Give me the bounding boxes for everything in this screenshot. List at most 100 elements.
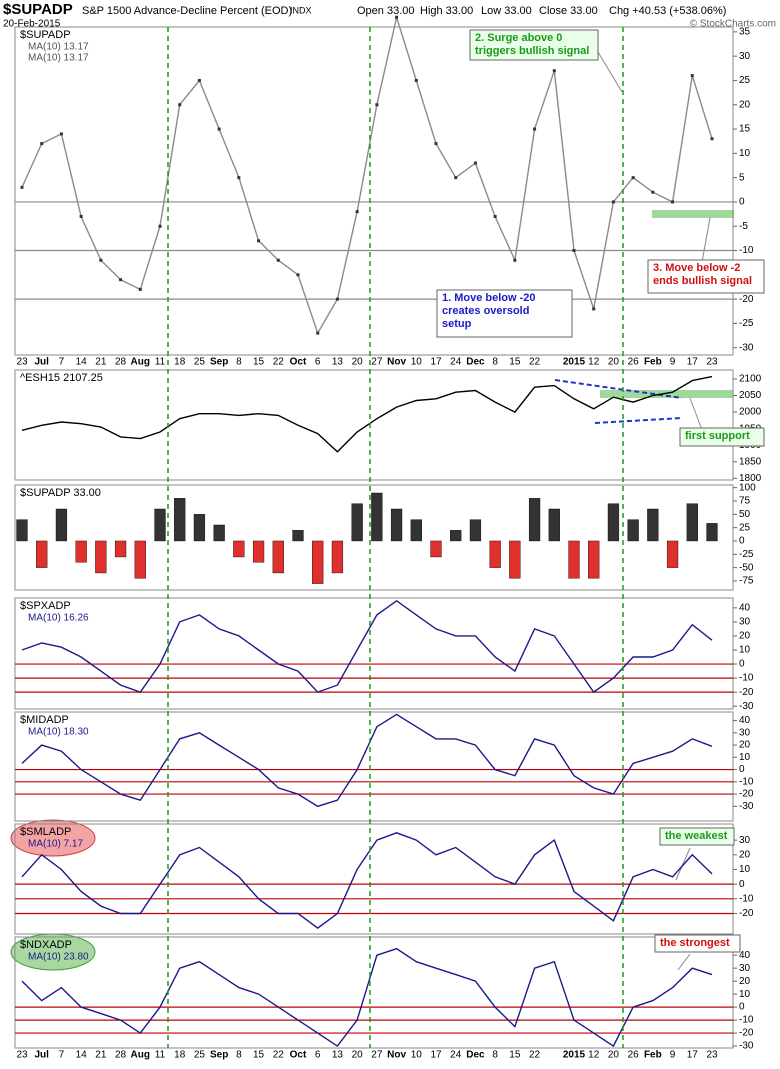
point [158,224,162,228]
x-tick-label: 7 [59,357,65,368]
y-tick-label: 0 [739,197,745,208]
point [710,137,714,141]
point [395,15,399,19]
x-tick-label: 24 [450,357,462,368]
panel-label: $SUPADP [20,29,71,41]
x-tick-label: 27 [371,357,383,368]
annotation: first support [685,430,750,442]
bar [154,508,166,542]
point [59,132,63,136]
x-tick-label: 7 [59,1050,65,1061]
y-tick-label: 100 [739,482,756,493]
bar [607,503,620,542]
bar [213,524,225,542]
y-tick-label: 10 [739,148,751,159]
x-tick-label: 10 [411,357,423,368]
x-tick-label: 22 [273,1050,285,1061]
annotation-box [436,289,573,338]
annotation: the strongest [660,937,730,949]
y-tick-label: 30 [739,51,751,62]
bar [588,540,600,579]
annotation-box [647,259,765,294]
panel-label: $MIDADP [20,714,69,726]
y-tick-label: -10 [739,1015,754,1026]
legend-entry: MA(10) 13.17 [28,53,89,64]
point [552,69,556,73]
y-tick-label: 0 [739,764,745,775]
y-tick-label: 25 [739,522,751,533]
x-tick-label: 20 [352,1050,364,1061]
quote: High 33.00 [420,5,473,17]
x-tick-label: 14 [76,357,88,368]
x-tick-label: 17 [430,1050,442,1061]
y-tick-label: 2000 [739,407,762,418]
y-tick-label: 35 [739,26,751,37]
annotation-box [659,827,735,846]
y-tick-label: 1850 [739,456,762,467]
bar [75,540,87,563]
x-tick-label: 25 [194,1050,206,1061]
point [513,258,517,262]
y-tick-label: 20 [739,976,751,987]
point [217,127,221,131]
y-tick-label: 30 [739,963,751,974]
panel-label: $SPXADP [20,600,71,612]
bar [193,514,206,542]
y-tick-label: -20 [739,687,754,698]
point [296,273,300,277]
bar [686,503,698,542]
x-tick-label: 21 [95,1050,107,1061]
annotation-box [679,427,765,447]
point [592,307,596,311]
legend-entry: MA(10) 23.80 [28,952,89,963]
y-tick-label: -10 [739,673,754,684]
x-tick-label: Jul [34,357,49,368]
bar [647,508,659,542]
y-tick-label: -30 [739,701,754,712]
y-tick-label: -20 [739,789,754,800]
panel-frame [14,823,734,935]
x-tick-label: Jul [34,1050,49,1061]
x-tick-label: 21 [95,357,107,368]
arrow [675,847,691,881]
point [572,249,576,253]
bar [312,540,324,584]
bar [371,492,383,542]
bar [95,540,107,574]
bar [351,503,363,542]
y-tick-label: -20 [739,294,754,305]
bar [509,540,521,579]
x-tick-label: 13 [332,357,344,368]
x-tick-label: 14 [76,1050,88,1061]
x-tick-label: 18 [174,357,186,368]
x-tick-label: Feb [644,1050,662,1061]
y-tick-label: -25 [739,549,754,560]
x-tick-label: 22 [529,1050,541,1061]
bar [292,530,304,542]
x-tick-label: 8 [236,357,242,368]
y-tick-label: 50 [739,509,751,520]
quote: Chg +40.53 (+538.06%) [609,5,726,17]
y-tick-label: 2050 [739,390,762,401]
y-tick-label: -10 [739,893,754,904]
x-tick-label: 12 [588,357,600,368]
credit: © StockCharts.com [690,19,776,30]
y-tick-label: -20 [739,1028,754,1039]
point [671,200,675,204]
x-tick-label: 6 [315,357,321,368]
point [257,239,261,243]
bar [469,519,482,542]
signal-band [652,210,734,218]
arrow [689,397,703,431]
panel-label: $NDXADP [20,939,72,951]
y-tick-label: 20 [739,740,751,751]
x-tick-label: 17 [687,357,699,368]
bar [548,508,560,542]
panel-frame [14,711,734,822]
legend-entry: MA(10) 16.26 [28,613,89,624]
y-tick-label: 40 [739,950,751,961]
x-tick-label: 6 [315,1050,321,1061]
